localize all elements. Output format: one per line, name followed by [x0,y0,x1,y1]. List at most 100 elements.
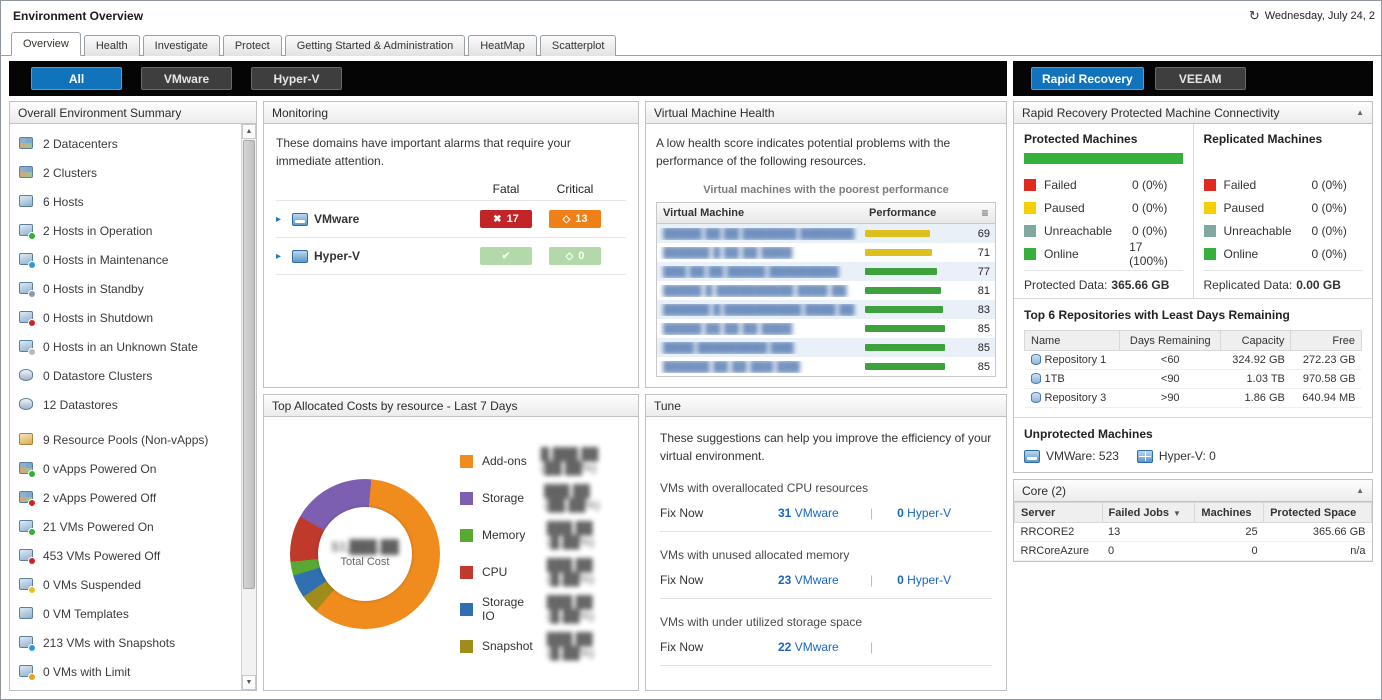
status-dot [28,289,36,298]
summary-item-2-clusters[interactable]: 2 Clusters [18,158,241,187]
vm-name-link[interactable]: ██████ █ ██████████ ████ ██ [657,304,865,316]
repository-row-1tb[interactable]: 1TB <90 1.03 TB 970.58 GB [1024,369,1362,389]
critical-ok-badge[interactable]: ◇ 0 [549,247,601,265]
filter-button-rapid-recovery[interactable]: Rapid Recovery [1031,67,1144,90]
summary-item-2-hosts-in-operation[interactable]: 2 Hosts in Operation [18,216,241,245]
repository-row-repository-1[interactable]: Repository 1 <60 324.92 GB 272.23 GB [1024,350,1362,370]
failed-jobs-column-header[interactable]: Failed Jobs ▼ [1101,502,1196,523]
summary-item-0-datastore-clusters[interactable]: 0 Datastore Clusters [18,361,241,390]
protected-data-label: Protected Data: [1024,278,1108,292]
fix-now-label: Fix Now [660,640,704,654]
name-column-header[interactable]: Name [1023,330,1121,351]
alarm-badges: ✖ 17 ◇ 13 [480,210,601,228]
vm-name-link[interactable]: █████ ██ ██ ███████ ███████ [657,228,865,240]
summary-item-12-datastores[interactable]: 12 Datastores [18,390,241,419]
summary-item-label: 213 VMs with Snapshots [43,635,176,650]
performance-cell [865,363,969,370]
costs-panel-header: Top Allocated Costs by resource - Last 7… [264,395,638,417]
scrollbar-track[interactable] [242,139,256,675]
protected-space-column-header[interactable]: Protected Space [1263,502,1372,523]
expand-chevron-icon[interactable]: ▸ [276,250,282,262]
monitoring-panel-title: Monitoring [272,105,329,120]
vm-template-icon [18,606,34,621]
fatal-ok-badge[interactable]: ✔ [480,247,532,265]
vmware-fix-link[interactable]: 23 VMware [778,573,839,587]
performance-cell [865,344,969,351]
tab-scatterplot[interactable]: Scatterplot [539,35,617,56]
days-remaining-column-header[interactable]: Days Remaining [1119,330,1222,351]
server-name-cell[interactable]: RRCORE2 [1014,522,1102,542]
vm-name-link[interactable]: █████ █ ██████████ ████ ██ [657,285,865,297]
vmware-fix-link[interactable]: 22 VMware [778,640,839,654]
tab-getting-started-administration[interactable]: Getting Started & Administration [284,35,466,56]
tab-investigate[interactable]: Investigate [142,35,220,56]
filter-button-veeam[interactable]: VEEAM [1154,67,1246,90]
vm-name-link[interactable]: █████ ██ ██ ██ ████ [657,323,865,335]
tab-heatmap[interactable]: HeatMap [468,35,537,56]
icon-base [19,165,33,178]
server-column-header[interactable]: Server [1014,502,1103,523]
allocated-costs-panel: Top Allocated Costs by resource - Last 7… [263,394,639,691]
vm-name-link[interactable]: ████ █████████ ███ [657,342,865,354]
performance-cell [865,287,969,294]
vmware-fix-link[interactable]: 31 VMware [778,506,839,520]
grid-options-icon[interactable]: ≡ [981,206,989,220]
status-dot [28,469,36,478]
vm-name-link[interactable]: ██████ ██ ██ ███ ███ [657,361,865,373]
column-monitoring: Monitoring These domains have important … [263,101,639,691]
expand-chevron-icon[interactable]: ▸ [276,213,282,225]
vm-suspended-icon [18,577,36,594]
status-dot [28,231,36,240]
summary-item-6-hosts[interactable]: 6 Hosts [18,187,241,216]
storage-swatch [460,491,473,505]
fatal-alarm-badge[interactable]: ✖ 17 [480,210,532,228]
summary-item-9-resource-pools-non-vapps[interactable]: 9 Resource Pools (Non-vApps) [18,425,241,454]
protection-filter-bar: Rapid Recovery VEEAM [1013,61,1373,96]
hyperv-fix-link[interactable]: 0 Hyper-V [897,506,952,520]
machines-column-header[interactable]: Machines [1194,502,1265,523]
repository-row-repository-3[interactable]: Repository 3 >90 1.86 GB 640.94 MB [1024,388,1362,408]
summary-item-213-vms-with-snapshots[interactable]: 213 VMs with Snapshots [18,628,241,657]
summary-item-0-hosts-in-maintenance[interactable]: 0 Hosts in Maintenance [18,245,241,274]
scrollbar-thumb[interactable] [243,140,255,589]
filter-button-hyper-v[interactable]: Hyper-V [251,67,342,90]
vm-name-link[interactable]: ██████ █ ██ ██ ████ [657,247,865,259]
vmware-icon [1024,449,1040,463]
tab-health[interactable]: Health [83,35,140,56]
collapse-icon[interactable]: ▲ [1356,108,1364,117]
summary-item-0-vapps-powered-on[interactable]: 0 vApps Powered On [18,454,241,483]
summary-item-label: 0 Hosts in Standby [43,281,144,296]
server-name-cell[interactable]: RRCoreAzure [1014,541,1102,561]
tab-overview[interactable]: Overview [11,32,81,56]
tab-protect[interactable]: Protect [222,35,282,56]
domain-filter-bar: All VMware Hyper-V [9,61,1007,96]
collapse-icon[interactable]: ▲ [1356,486,1364,495]
summary-item-21-vms-powered-on[interactable]: 21 VMs Powered On [18,512,241,541]
summary-item-0-hosts-in-shutdown[interactable]: 0 Hosts in Shutdown [18,303,241,332]
filter-button-vmware[interactable]: VMware [141,67,232,90]
scroll-down-icon[interactable]: ▼ [242,675,256,690]
clock-icon[interactable]: ↻ [1248,8,1260,23]
cost-legend-row-cpu: CPU ███.██ (█.██%) [460,558,626,586]
summary-scrollbar[interactable]: ▲ ▼ [241,124,256,690]
sort-desc-icon: ▼ [1173,508,1181,518]
summary-item-0-hosts-in-an-unknown-state[interactable]: 0 Hosts in an Unknown State [18,332,241,361]
summary-item-2-vapps-powered-off[interactable]: 2 vApps Powered Off [18,483,241,512]
icon-base [19,397,33,410]
critical-alarm-badge[interactable]: ◇ 13 [549,210,601,228]
summary-item-0-vms-with-limit[interactable]: 0 VMs with Limit [18,657,241,686]
free-column-header[interactable]: Free [1290,330,1362,351]
legend-value: 0 (0%) [1311,200,1347,215]
filter-button-all[interactable]: All [31,67,122,90]
cost-legend-value: ███.██ (█.██%) [546,558,595,586]
summary-item-453-vms-powered-off[interactable]: 453 VMs Powered Off [18,541,241,570]
hyperv-fix-link[interactable]: 0 Hyper-V [897,573,952,587]
paused-swatch [1203,201,1216,214]
summary-item-0-vms-suspended[interactable]: 0 VMs Suspended [18,570,241,599]
summary-item-0-vm-templates[interactable]: 0 VM Templates [18,599,241,628]
summary-item-2-datacenters[interactable]: 2 Datacenters [18,129,241,158]
scroll-up-icon[interactable]: ▲ [242,124,256,139]
summary-item-0-hosts-in-standby[interactable]: 0 Hosts in Standby [18,274,241,303]
capacity-column-header[interactable]: Capacity [1220,330,1292,351]
vm-name-link[interactable]: ███ ██ ██ █████ █████████ [657,266,865,278]
